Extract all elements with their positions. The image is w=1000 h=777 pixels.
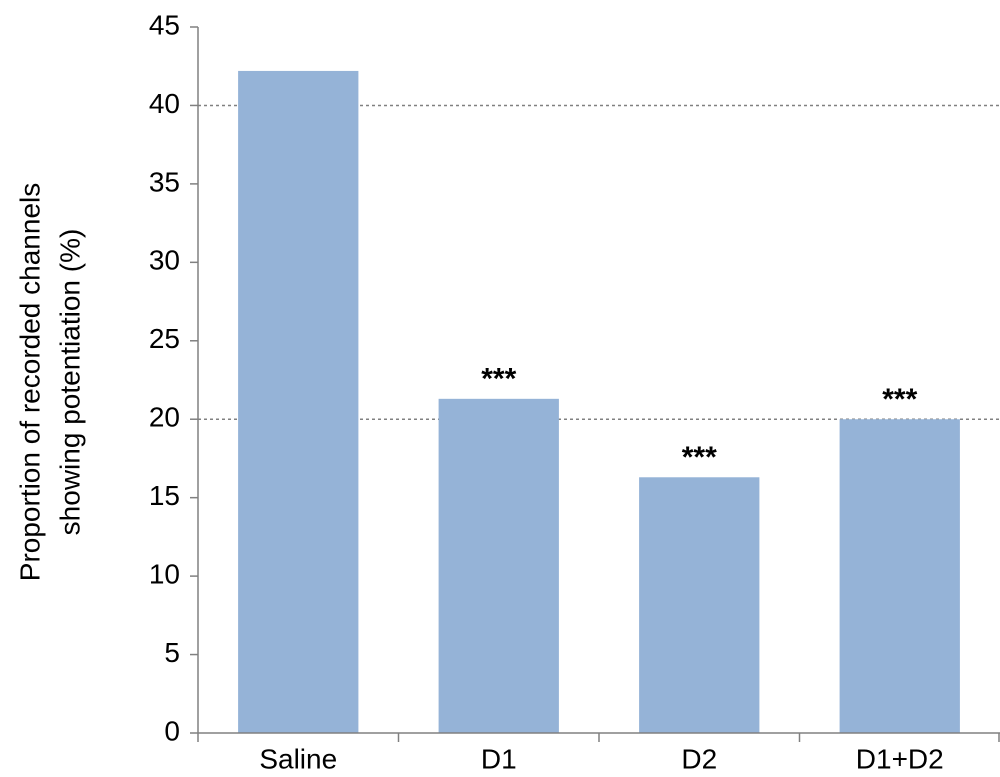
bar [839,419,960,733]
x-tick-label: D1+D2 [856,743,944,774]
significance-label: *** [882,383,917,416]
x-tick-label: D1 [481,743,517,774]
y-tick-label: 10 [149,559,180,590]
bar [238,70,359,733]
bar [639,477,760,733]
y-tick-label: 40 [149,88,180,119]
y-axis-label: Proportion of recorded channels [14,183,45,581]
significance-label: *** [682,441,717,474]
y-tick-label: 15 [149,480,180,511]
y-tick-label: 45 [149,9,180,40]
y-tick-label: 30 [149,245,180,276]
significance-label: *** [481,363,516,396]
y-tick-label: 0 [164,715,180,746]
y-tick-label: 35 [149,166,180,197]
y-tick-label: 25 [149,323,180,354]
y-axis-label: showing potentiation (%) [54,229,85,536]
x-tick-label: D2 [681,743,717,774]
y-tick-label: 20 [149,402,180,433]
bar [438,398,559,733]
y-tick-label: 5 [164,637,180,668]
x-tick-label: Saline [259,743,337,774]
